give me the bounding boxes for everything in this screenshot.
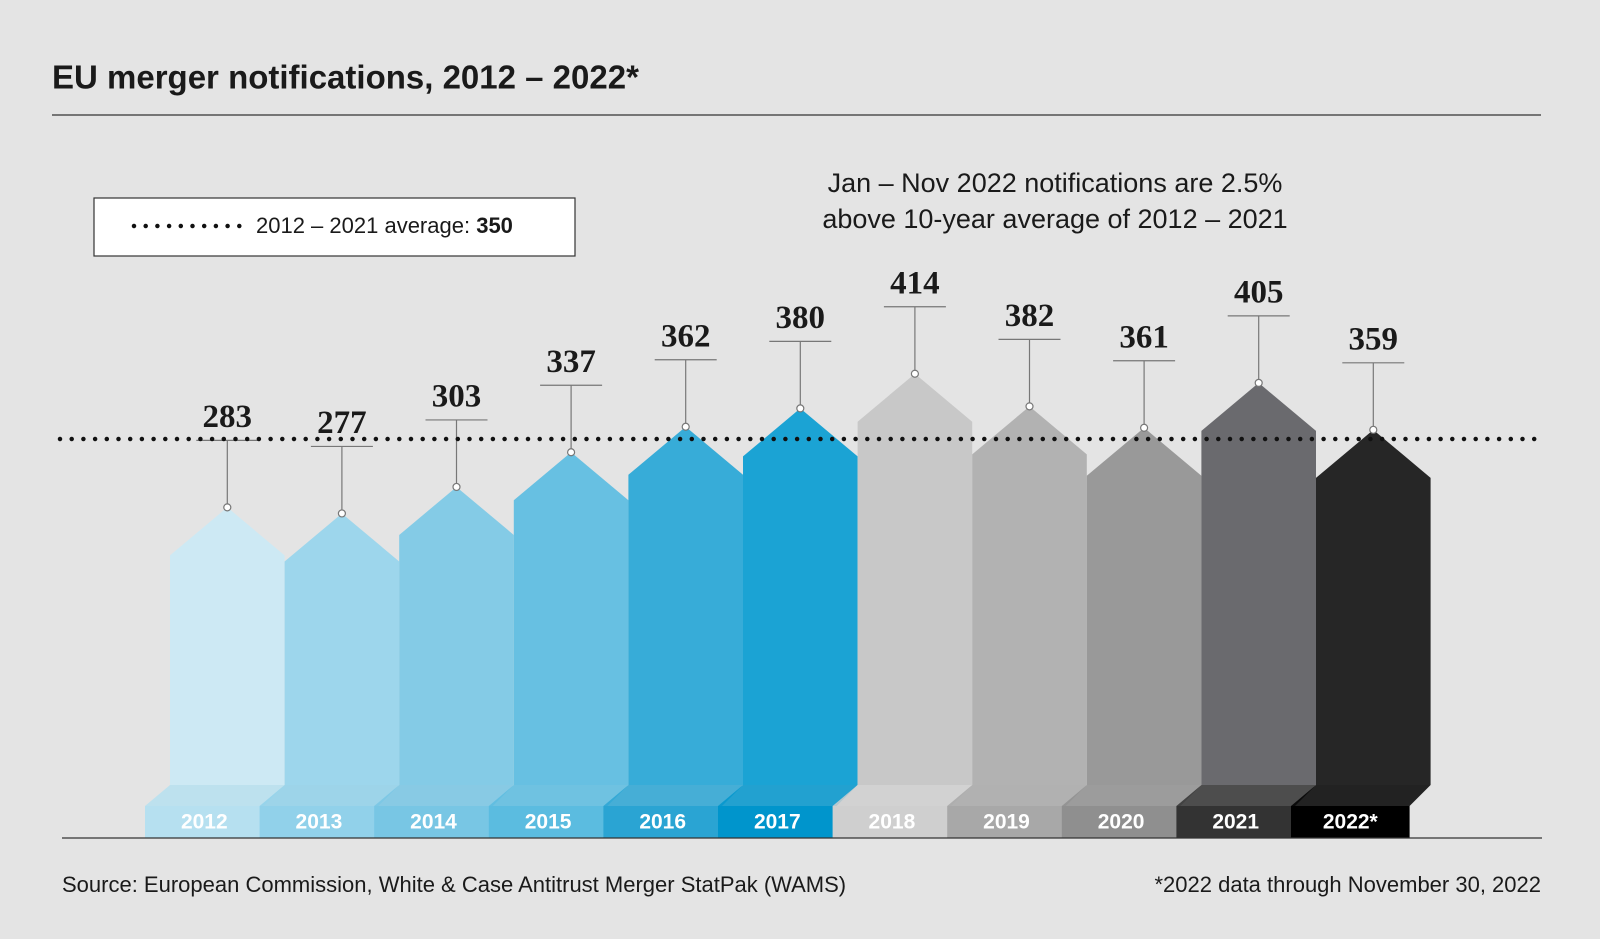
arrow-bar bbox=[1201, 382, 1316, 785]
category-label: 2022* bbox=[1323, 811, 1379, 834]
tip-dot bbox=[1254, 378, 1263, 387]
category-label: 2020 bbox=[1098, 811, 1145, 834]
bar-foot bbox=[374, 785, 514, 806]
legend: 2012 – 2021 average: 350 bbox=[93, 197, 576, 257]
bar-foot bbox=[947, 785, 1087, 806]
bar-foot bbox=[603, 785, 743, 806]
value-label: 380 bbox=[776, 300, 826, 336]
category-label: 2016 bbox=[639, 811, 686, 834]
category-label: 2013 bbox=[296, 811, 343, 834]
tip-dot bbox=[566, 448, 576, 457]
legend-box bbox=[93, 197, 576, 257]
category-label: 2021 bbox=[1212, 811, 1259, 834]
tip-dot bbox=[1139, 423, 1149, 432]
value-label: 405 bbox=[1234, 274, 1284, 310]
value-label: 303 bbox=[432, 379, 482, 415]
arrow-bar bbox=[1316, 429, 1431, 785]
legend-label: 2012 – 2021 average: 350 bbox=[256, 213, 513, 238]
category-label: 2015 bbox=[525, 811, 572, 834]
annotation-line: above 10-year average of 2012 – 2021 bbox=[822, 204, 1287, 234]
tip-dot bbox=[452, 482, 461, 492]
label-band bbox=[1061, 806, 1181, 838]
annotation-line: Jan – Nov 2022 notifications are 2.5% bbox=[828, 168, 1283, 198]
tip-dot bbox=[337, 509, 346, 518]
bar-foot bbox=[259, 785, 400, 806]
value-label: 359 bbox=[1349, 321, 1399, 357]
label-band bbox=[1176, 806, 1295, 838]
footnote: *2022 data through November 30, 2022 bbox=[1154, 872, 1541, 897]
arrow-bar bbox=[857, 373, 973, 785]
value-label: 414 bbox=[890, 265, 940, 301]
arrow-bar bbox=[284, 513, 400, 785]
label-band bbox=[259, 806, 379, 838]
arrow-bar bbox=[628, 426, 743, 785]
bar-foot bbox=[145, 785, 285, 806]
value-label: 337 bbox=[546, 344, 596, 380]
category-label: 2017 bbox=[754, 811, 801, 834]
label-band bbox=[145, 806, 264, 838]
arrow-bar bbox=[972, 406, 1087, 785]
plot: 2012 283 2013 277 2014 303 2015 337 2016 362 2017 3… bbox=[57, 265, 1545, 838]
value-label: 361 bbox=[1119, 319, 1169, 355]
chart-title: EU merger notifications, 2012 – 2022* bbox=[52, 59, 639, 96]
tip-dot bbox=[681, 422, 690, 431]
label-band bbox=[1291, 806, 1410, 838]
bar-foot bbox=[1291, 785, 1431, 806]
bar-foot bbox=[1176, 785, 1316, 806]
tip-dot bbox=[1025, 402, 1034, 411]
legend-value: 350 bbox=[476, 213, 513, 238]
label-band bbox=[718, 806, 837, 838]
label-band bbox=[374, 806, 493, 838]
value-label: 382 bbox=[1005, 298, 1055, 334]
category-label: 2012 bbox=[181, 811, 228, 834]
legend-text: 2012 – 2021 average: bbox=[256, 213, 470, 238]
label-band bbox=[603, 806, 722, 838]
category-label: 2014 bbox=[410, 811, 457, 834]
bar-foot bbox=[718, 785, 858, 806]
category-label: 2018 bbox=[869, 811, 916, 834]
value-label: 283 bbox=[203, 399, 253, 435]
category-label: 2019 bbox=[983, 811, 1030, 834]
bar-foot bbox=[488, 785, 629, 806]
tip-dot bbox=[796, 404, 805, 413]
arrow-bar bbox=[399, 486, 514, 785]
value-label: 362 bbox=[661, 318, 711, 354]
tip-dot bbox=[1369, 425, 1378, 434]
bar-foot bbox=[1061, 785, 1202, 806]
bar-foot bbox=[832, 785, 973, 806]
tip-dot bbox=[223, 503, 232, 512]
source: Source: European Commission, White & Cas… bbox=[62, 872, 846, 897]
tip-dot bbox=[910, 369, 920, 378]
arrow-bar bbox=[743, 408, 858, 785]
arrow-bar bbox=[170, 507, 285, 785]
value-label: 277 bbox=[317, 405, 367, 441]
label-band bbox=[832, 806, 952, 838]
label-band bbox=[488, 806, 608, 838]
arrow-bar bbox=[1086, 427, 1202, 785]
label-band bbox=[947, 806, 1066, 838]
arrow-bar bbox=[513, 452, 629, 785]
